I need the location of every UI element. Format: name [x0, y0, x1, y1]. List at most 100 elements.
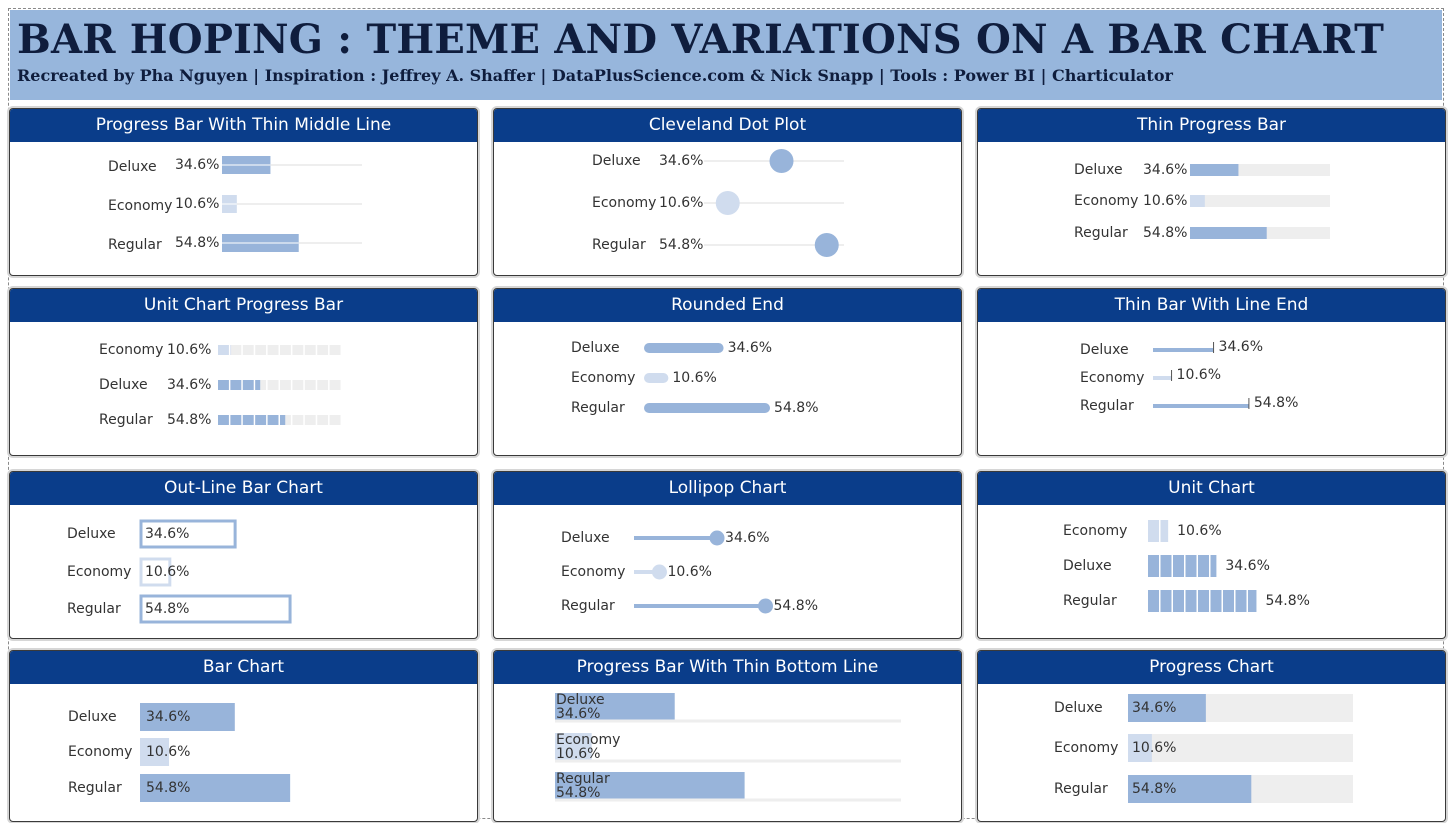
value-label: 54.8%	[1143, 225, 1187, 241]
value-label: 34.6%	[556, 706, 600, 722]
panel-thin-line-end: Thin Bar With Line End Deluxe 34.6% Econom…	[977, 288, 1446, 456]
chart-progress-chart: Deluxe 34.6% Economy 10.6% Regular 54.8%	[1054, 694, 1353, 803]
unit-cell	[280, 345, 291, 355]
category-label: Economy	[556, 732, 620, 748]
value-label: 54.8%	[167, 412, 211, 428]
category-label: Economy	[108, 198, 172, 214]
value-label: 54.8%	[1265, 593, 1309, 609]
unit-fill	[218, 380, 229, 390]
panel-title: Thin Progress Bar	[978, 109, 1445, 142]
bar-outline	[139, 519, 237, 549]
unit-cell	[292, 415, 304, 425]
category-label: Deluxe	[1063, 558, 1112, 574]
value-label: 54.8%	[556, 785, 600, 801]
dot	[715, 191, 740, 215]
panel-lollipop: Lollipop Chart Deluxe 34.6% Economy 10.6% Re…	[493, 471, 962, 639]
dot	[651, 564, 667, 580]
category-label: Economy	[571, 370, 635, 386]
category-label: Economy	[561, 564, 625, 580]
dot	[814, 233, 839, 257]
category-label: Regular	[1080, 398, 1134, 414]
chart-outline-bar: Deluxe 34.6% Economy 10.6% Regular 54.8%	[67, 519, 292, 624]
value-label: 34.6%	[725, 530, 769, 546]
panel-progress-thin-bottom: Progress Bar With Thin Bottom Line Delux…	[493, 650, 962, 822]
category-label: Deluxe	[1054, 700, 1103, 716]
value-label: 10.6%	[175, 196, 219, 212]
page-title: BAR HOPING : THEME AND VARIATIONS ON A B…	[17, 16, 1385, 63]
unit-block	[1185, 555, 1197, 577]
unit-cell	[317, 345, 329, 355]
category-label: Deluxe	[592, 153, 641, 169]
panel-unit-chart: Unit Chart Economy 10.6% Deluxe 34.6% Regula…	[977, 471, 1446, 639]
panel-title: Bar Chart	[10, 651, 477, 684]
unit-block	[1160, 520, 1169, 542]
chart-rounded-end: Deluxe 34.6% Economy 10.6% Regular 54.8%	[571, 340, 819, 416]
panel-title: Unit Chart Progress Bar	[10, 289, 477, 322]
dot	[769, 149, 794, 173]
chart-bar-chart: Deluxe 34.6% Economy 10.6% Regular 54.8%	[68, 703, 291, 802]
category-label: Regular	[561, 598, 615, 614]
value-label: 10.6%	[556, 746, 600, 762]
unit-fill	[280, 415, 286, 425]
bar	[555, 693, 675, 721]
value-label: 10.6%	[1132, 740, 1176, 756]
value-label: 54.8%	[774, 598, 818, 614]
chart-cleveland-dot: Deluxe 34.6% Economy 10.6% Regular 54.8%	[592, 149, 844, 257]
category-label: Deluxe	[556, 692, 605, 708]
bar	[555, 733, 592, 761]
unit-block	[1173, 555, 1184, 577]
unit-cell	[304, 415, 316, 425]
value-label: 10.6%	[672, 370, 716, 386]
unit-cell	[317, 415, 329, 425]
bar	[140, 774, 291, 802]
bar	[644, 343, 724, 353]
chart-unit-chart: Economy 10.6% Deluxe 34.6% Regular 54.8%	[1063, 520, 1310, 612]
value-label: 54.8%	[145, 601, 189, 617]
unit-cell	[242, 345, 254, 355]
unit-fill	[255, 415, 267, 425]
unit-fill	[230, 415, 242, 425]
category-label: Economy	[1054, 740, 1118, 756]
value-label: 34.6%	[1132, 700, 1176, 716]
unit-cell	[267, 345, 279, 355]
panel-title: Lollipop Chart	[494, 472, 961, 505]
value-label: 34.6%	[145, 526, 189, 542]
category-label: Deluxe	[68, 709, 117, 725]
value-label: 10.6%	[1177, 367, 1221, 383]
unit-cell	[329, 345, 341, 355]
value-label: 54.8%	[1132, 781, 1176, 797]
panel-cleveland-dot: Cleveland Dot Plot Deluxe 34.6% Economy 10.…	[493, 108, 962, 276]
bar	[1190, 195, 1205, 207]
unit-fill	[230, 380, 242, 390]
bar-outline	[139, 594, 292, 624]
value-label: 54.8%	[659, 237, 703, 253]
unit-cell	[292, 345, 304, 355]
bar	[1128, 734, 1152, 762]
unit-cell	[255, 380, 267, 390]
unit-fill	[218, 415, 229, 425]
value-label: 34.6%	[1143, 162, 1187, 178]
chart-thin-line-end: Deluxe 34.6% Economy 10.6% Regular 54.8%	[1080, 339, 1298, 414]
track	[1128, 734, 1353, 762]
category-label: Regular	[68, 780, 122, 796]
bar	[1190, 164, 1239, 176]
unit-block	[1198, 555, 1209, 577]
panel-title: Progress Bar With Thin Bottom Line	[494, 651, 961, 684]
value-label: 10.6%	[1177, 523, 1221, 539]
unit-fill	[230, 345, 232, 355]
bar	[644, 373, 669, 383]
unit-fill	[242, 380, 254, 390]
panel-title: Rounded End	[494, 289, 961, 322]
bar	[140, 703, 235, 731]
panel-rounded-end: Rounded End Deluxe 34.6% Economy 10.6% Regul…	[493, 288, 962, 456]
unit-cell	[280, 380, 291, 390]
panel-progress-chart: Progress Chart Deluxe 34.6% Economy 10.6% Re…	[977, 650, 1446, 822]
value-label: 10.6%	[667, 564, 711, 580]
value-label: 10.6%	[146, 744, 190, 760]
category-label: Regular	[592, 237, 646, 253]
category-label: Deluxe	[571, 340, 620, 356]
value-label: 10.6%	[1143, 193, 1187, 209]
unit-block	[1210, 590, 1222, 612]
bar	[1153, 348, 1214, 352]
